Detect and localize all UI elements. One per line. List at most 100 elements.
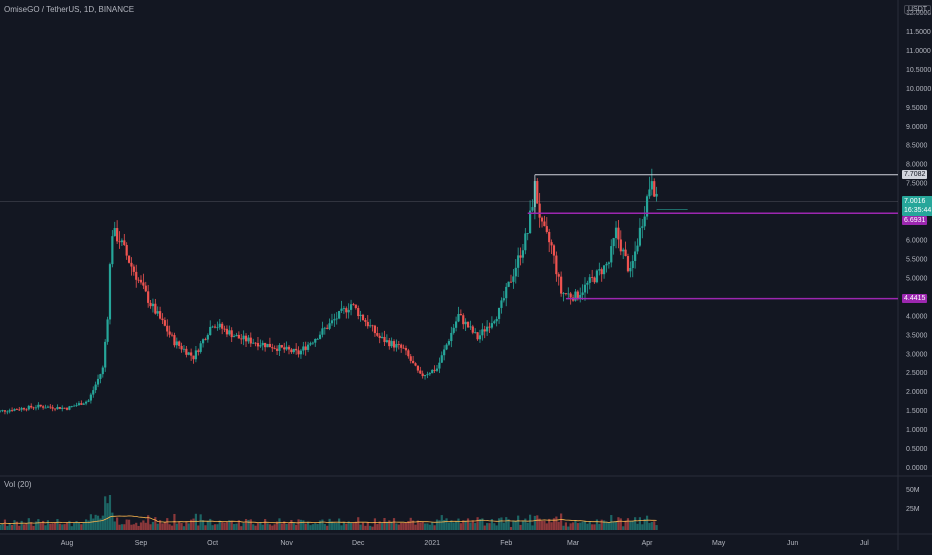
volume-bar	[517, 515, 520, 530]
candle-body	[643, 216, 646, 227]
candle-body	[283, 347, 286, 350]
candle-body	[614, 227, 618, 239]
candle-body	[622, 249, 625, 252]
candle-body	[247, 337, 250, 342]
candle-body	[1, 410, 4, 412]
volume-bar	[488, 523, 491, 530]
volume-bar	[249, 519, 252, 530]
candle-body	[154, 303, 157, 314]
volume-bar	[75, 521, 78, 530]
volume-bar	[412, 520, 415, 530]
candle-body	[10, 410, 14, 412]
volume-bar	[27, 518, 30, 530]
candle-body	[361, 314, 365, 321]
volume-bar	[130, 524, 133, 530]
candle-body	[299, 350, 303, 355]
volume-bar	[548, 518, 551, 530]
volume-bar	[132, 524, 135, 530]
candle-body	[574, 291, 577, 301]
volume-bar	[230, 521, 233, 530]
volume-bar	[149, 524, 152, 530]
candle-body	[383, 336, 386, 343]
candle-body	[6, 411, 9, 413]
candle-body	[512, 276, 515, 282]
volume-bar	[204, 525, 207, 530]
candle-body	[216, 327, 219, 329]
time-tick-label: 2021	[424, 540, 440, 547]
volume-bar	[290, 520, 293, 530]
volume-bar	[364, 525, 367, 530]
volume-bar	[600, 519, 603, 530]
candle-body	[454, 321, 458, 328]
price-tick-label: 3.5000	[906, 332, 928, 339]
candle-body	[92, 390, 95, 395]
candle-body	[531, 207, 534, 211]
volume-bar	[68, 520, 71, 530]
candle-body	[397, 344, 400, 345]
candle-body	[309, 343, 312, 345]
volume-bar	[617, 517, 620, 530]
price-tick-label: 8.5000	[906, 143, 928, 150]
volume-bar	[443, 519, 446, 530]
volume-bar	[328, 518, 331, 530]
volume-bar	[323, 524, 326, 530]
volume-bar	[400, 522, 403, 530]
volume-bar	[333, 522, 336, 530]
volume-bar	[478, 519, 482, 530]
volume-bar	[404, 522, 408, 530]
candle-body	[77, 403, 81, 406]
candle-body	[218, 323, 221, 328]
volume-bar	[564, 522, 568, 530]
price-tick-label: 5.5000	[906, 256, 928, 263]
candle-body	[486, 326, 489, 332]
volume-bar	[58, 523, 61, 530]
volume-bar	[56, 519, 59, 530]
candle-body	[483, 329, 486, 332]
candle-body	[273, 348, 276, 350]
candle-body	[123, 240, 126, 245]
volume-bar	[495, 525, 498, 530]
candle-body	[588, 277, 591, 283]
candle-body	[369, 325, 372, 327]
candle-body	[581, 292, 584, 295]
volume-bar	[104, 496, 107, 530]
currency-badge[interactable]: USDT	[904, 5, 932, 14]
volume-bar	[338, 518, 341, 530]
candles	[0, 168, 658, 415]
candle-body	[555, 255, 558, 275]
candle-body	[583, 284, 587, 293]
axes: 12.000011.500011.000010.500010.00009.500…	[61, 10, 932, 547]
candle-body	[330, 320, 334, 324]
candle-body	[650, 181, 653, 190]
candle-body	[440, 355, 443, 363]
price-tick-label: 2.0000	[906, 389, 928, 396]
candle-body	[252, 342, 255, 344]
candle-body	[340, 308, 343, 311]
candle-body	[474, 332, 477, 334]
volume-bar	[622, 526, 625, 530]
candle-body	[221, 323, 224, 329]
candle-body	[378, 335, 381, 339]
candle-body	[42, 406, 45, 408]
high-line-price-tag: 7.7082	[902, 170, 928, 179]
volume-label[interactable]: Vol (20)	[4, 480, 32, 489]
symbol-title[interactable]: OmiseGO / TetherUS, 1D, BINANCE	[4, 5, 135, 14]
volume-bar	[280, 523, 283, 530]
volume-bar	[634, 517, 637, 530]
volume-bar	[540, 520, 544, 530]
candle-body	[256, 343, 260, 347]
volume-bar	[61, 524, 64, 530]
volume-bar	[602, 520, 606, 530]
volume-bar	[42, 520, 45, 530]
candle-body	[18, 409, 21, 411]
volume-bar	[316, 524, 319, 530]
volume-bar	[94, 514, 97, 530]
volume-bar	[247, 519, 250, 530]
candle-body	[488, 326, 491, 328]
volume-bar	[357, 517, 360, 530]
candle-body	[591, 277, 594, 278]
volume-bar	[201, 520, 205, 530]
candle-body	[552, 245, 556, 256]
